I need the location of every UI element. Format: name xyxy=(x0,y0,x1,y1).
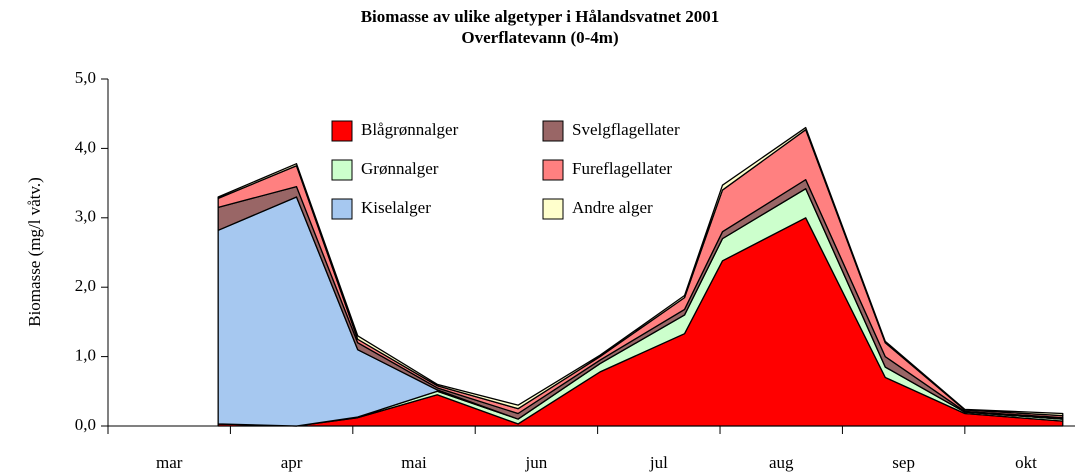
x-tick-label: jul xyxy=(649,453,668,472)
legend-swatch xyxy=(331,120,353,142)
x-tick-label: jun xyxy=(525,453,548,472)
legend-label: Kiselalger xyxy=(361,198,431,217)
legend-label: Andre alger xyxy=(572,198,653,217)
y-tick-label: 1,0 xyxy=(75,346,96,365)
x-tick-label: mar xyxy=(156,453,183,472)
y-tick-label: 3,0 xyxy=(75,207,96,226)
area xyxy=(217,126,1064,417)
y-tick-label: 4,0 xyxy=(75,137,96,156)
y-tick-label: 2,0 xyxy=(75,276,96,295)
y-tick-label: 5,0 xyxy=(75,68,96,87)
legend-label: Grønnalger xyxy=(361,159,439,178)
x-tick-label: sep xyxy=(892,453,915,472)
legend-swatch xyxy=(542,159,564,181)
legend-label: Svelgflagellater xyxy=(572,120,680,139)
x-tick-label: apr xyxy=(281,453,303,472)
legend-swatch xyxy=(542,198,564,220)
x-tick-label: okt xyxy=(1015,453,1037,472)
x-tick-label: aug xyxy=(769,453,794,472)
legend-swatch xyxy=(542,120,564,142)
y-axis-label: Biomasse (mg/l våtv.) xyxy=(25,177,44,327)
legend-label: Fureflagellater xyxy=(572,159,672,178)
x-tick-label: mai xyxy=(401,453,427,472)
legend-swatch xyxy=(331,159,353,181)
legend-swatch xyxy=(331,198,353,220)
legend-label: Blågrønnalger xyxy=(361,120,459,139)
y-tick-label: 0,0 xyxy=(75,415,96,434)
chart-subtitle: Overflatevann (0-4m) xyxy=(461,28,618,47)
chart-title: Biomasse av ulike algetyper i Hålandsvat… xyxy=(361,7,720,26)
